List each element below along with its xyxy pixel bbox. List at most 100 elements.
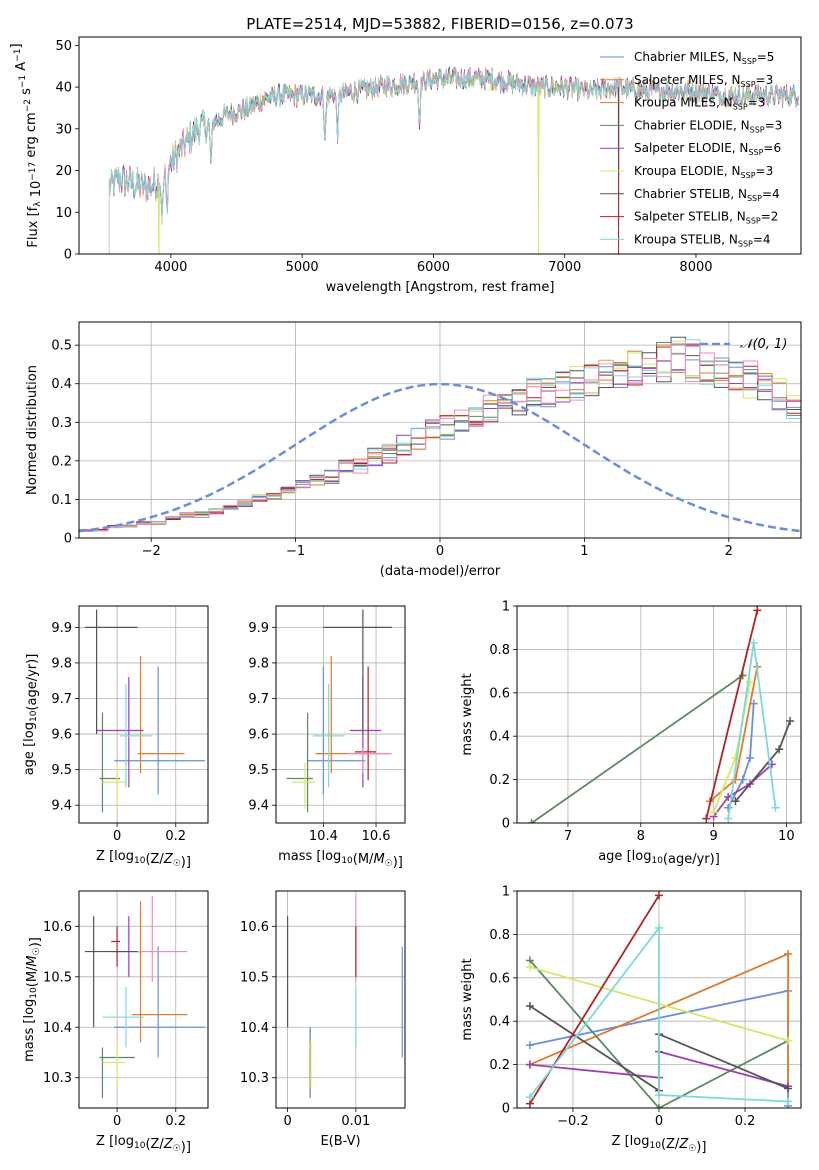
data-point — [286, 712, 313, 813]
x-axis-label: mass [log10(M/M☉)] — [278, 849, 403, 870]
y-tick-label: 9.5 — [51, 763, 72, 778]
x-tick-label: 0 — [655, 1114, 663, 1129]
weight-marker — [784, 1084, 793, 1093]
y-tick-label: 9.9 — [248, 621, 269, 636]
weight-marker — [655, 1104, 663, 1108]
spectrum-legend: Chabrier MILES, NSSP=5 Salpeter MILES, NS… — [600, 50, 782, 248]
age-vs-mass-panel: 10.4 10.6 9.4 9.5 9.6 9.7 9.8 9.9 mass [log10(M/… — [248, 605, 406, 870]
y-tick-label: 9.6 — [51, 728, 72, 743]
residual-histogram — [79, 345, 801, 538]
y-tick-label: 1 — [502, 600, 510, 615]
x-tick-label: 1 — [580, 544, 588, 559]
weight-series-line — [525, 923, 793, 1106]
y-tick-label: 0.8 — [489, 643, 510, 658]
y-tick-label: 1 — [502, 885, 510, 900]
histograms — [79, 336, 801, 538]
y-tick-label: 0 — [64, 532, 72, 547]
legend-entry: Chabrier MILES, NSSP=5 — [634, 50, 774, 66]
x-tick-label: 2 — [725, 544, 733, 559]
weight-marker — [724, 814, 733, 823]
x-tick-label: 0.2 — [735, 1114, 756, 1129]
weight-line — [531, 674, 744, 823]
weight-marker — [784, 1097, 793, 1106]
weight-marker — [784, 1036, 793, 1045]
data-point — [84, 916, 141, 1028]
y-tick-label: 0.5 — [51, 339, 72, 354]
weight-series-line — [731, 717, 795, 806]
weight-line — [529, 925, 789, 1103]
x-axis-label: E(B-V) — [320, 1134, 360, 1149]
x-tick-label: 7000 — [548, 260, 581, 275]
y-tick-label: 10.6 — [43, 920, 72, 935]
weight-marker — [525, 1002, 534, 1011]
mass-vs-metallicity-panel: 0 0.2 10.3 10.4 10.5 10.6 Z [log10(Z/Z☉)] mass … — [22, 890, 209, 1155]
axes-frame — [516, 605, 802, 824]
y-axis-label: mass weight — [460, 958, 475, 1040]
legend-entry: Chabrier STELIB, NSSP=4 — [634, 187, 780, 203]
x-tick-label: 4000 — [154, 260, 187, 275]
y-tick-label: 50 — [55, 39, 72, 54]
y-tick-label: 0 — [64, 248, 72, 263]
y-tick-label: 10.3 — [43, 1071, 72, 1086]
y-tick-label: 30 — [55, 122, 72, 137]
y-tick-label: 9.7 — [248, 692, 269, 707]
y-tick-label: 9.9 — [51, 621, 72, 636]
y-tick-label: 9.4 — [248, 799, 269, 814]
y-tick-label: 0.2 — [489, 1058, 510, 1073]
data-point — [96, 677, 144, 788]
weight-marker — [749, 638, 758, 647]
x-tick-label: 0 — [436, 544, 444, 559]
legend-entry: Chabrier ELODIE, NSSP=3 — [634, 118, 782, 134]
axes-frame — [78, 890, 209, 1109]
y-tick-label: 0 — [502, 817, 510, 832]
x-tick-label: 6000 — [417, 260, 450, 275]
weight-marker — [525, 1093, 534, 1102]
y-tick-label: 9.8 — [51, 656, 72, 671]
x-axis-label: Z [log10(Z/Z☉)] — [96, 1134, 191, 1155]
weight-series-line — [702, 606, 762, 823]
data-point — [307, 666, 366, 795]
legend-entry: Salpeter MILES, NSSP=3 — [634, 73, 773, 89]
y-tick-label: 40 — [55, 81, 72, 96]
residuals-panel: −2 −1 0 1 2 0 0.1 0.2 0.3 0.4 0.5 (data-model)/erro… — [25, 321, 802, 579]
x-axis-label: age [log10(age/yr)] — [598, 849, 720, 867]
weight-marker — [525, 1060, 534, 1069]
weight-marker — [527, 819, 536, 823]
y-tick-label: 10.5 — [43, 970, 72, 985]
residual-histogram — [79, 340, 801, 538]
axes-frame — [275, 890, 406, 1109]
weight-series — [527, 606, 795, 823]
data-point — [137, 896, 188, 982]
y-tick-label: 20 — [55, 164, 72, 179]
y-tick-label: 10.4 — [43, 1021, 72, 1036]
y-tick-label: 0.2 — [51, 454, 72, 469]
x-tick-label: 10 — [778, 829, 795, 844]
y-tick-label: 0.4 — [51, 377, 72, 392]
error-bars — [287, 896, 403, 1098]
y-tick-label: 0 — [502, 1102, 510, 1117]
x-tick-label: 8 — [637, 829, 645, 844]
x-tick-label: −2 — [142, 544, 161, 559]
x-tick-label: −1 — [286, 544, 305, 559]
weight-series-line — [724, 638, 780, 823]
x-tick-label: 0 — [113, 829, 121, 844]
y-tick-label: 0.2 — [489, 773, 510, 788]
data-point — [137, 655, 185, 774]
data-point — [84, 609, 138, 735]
model-spectrum-line — [108, 68, 799, 254]
y-tick-label: 9.4 — [51, 799, 72, 814]
data-point — [315, 655, 390, 774]
y-tick-label: 10.4 — [240, 1021, 269, 1036]
x-tick-label: 0.01 — [341, 1114, 370, 1129]
error-bars — [84, 896, 206, 1098]
x-tick-label: 5000 — [286, 260, 319, 275]
y-tick-label: 0.4 — [489, 1015, 510, 1030]
data-point — [102, 1042, 126, 1088]
y-tick-label: 0.3 — [51, 416, 72, 431]
y-tick-label: 0.8 — [489, 928, 510, 943]
axes-frame — [275, 605, 406, 824]
data-point — [349, 677, 382, 788]
x-tick-label: 10.4 — [309, 829, 338, 844]
figure-title: PLATE=2514, MJD=53882, FIBERID=0156, z=0… — [246, 15, 633, 33]
weight-line — [529, 959, 789, 1108]
